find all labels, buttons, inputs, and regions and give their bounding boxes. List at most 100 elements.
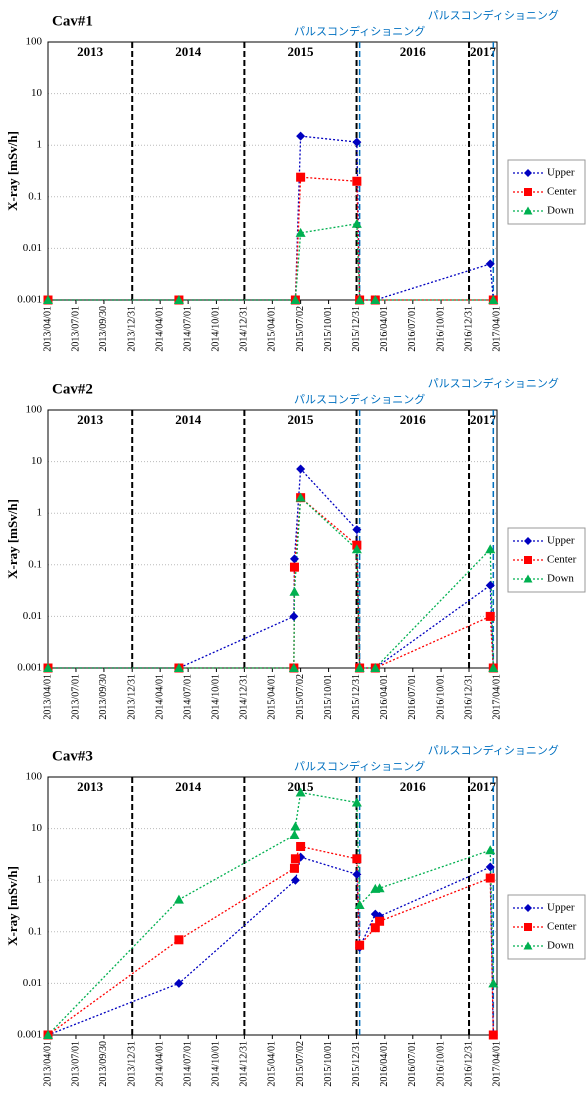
legend-label: Upper bbox=[547, 535, 575, 547]
year-label: 2015 bbox=[287, 412, 314, 427]
x-tick-label: 2016/07/01 bbox=[407, 1041, 418, 1087]
y-tick-label: 0.1 bbox=[28, 925, 42, 937]
x-tick-label: 2014/04/01 bbox=[154, 306, 165, 352]
marker bbox=[43, 1030, 53, 1039]
chart-panel: Cav#3 X-ray [mSv/h] 0.001 0.01 0.1 1 10 100 2013… bbox=[5, 743, 586, 1087]
y-axis-label: X-ray [mSv/h] bbox=[5, 866, 20, 946]
x-tick-label: 2016/04/01 bbox=[379, 306, 390, 352]
legend-marker bbox=[524, 556, 532, 564]
year-label: 2016 bbox=[400, 779, 427, 794]
marker bbox=[370, 923, 380, 933]
y-tick-label: 10 bbox=[31, 822, 43, 834]
y-tick-label: 0.1 bbox=[28, 558, 42, 570]
x-tick-label: 2014/12/31 bbox=[239, 1041, 250, 1087]
y-axis-label: X-ray [mSv/h] bbox=[5, 499, 20, 579]
year-label: 2016 bbox=[400, 44, 427, 59]
marker bbox=[296, 841, 306, 851]
legend-marker bbox=[523, 941, 533, 950]
y-tick-label: 0.001 bbox=[17, 1029, 42, 1041]
x-tick-label: 2013/12/31 bbox=[127, 674, 138, 720]
legend-box bbox=[507, 527, 586, 593]
x-tick-label: 2014/10/01 bbox=[211, 674, 222, 720]
marker bbox=[485, 580, 495, 590]
x-tick-label: 2015/04/01 bbox=[267, 674, 278, 720]
y-tick-label: 100 bbox=[26, 404, 43, 416]
chart-title: Cav#2 bbox=[52, 381, 93, 397]
year-label: 2016 bbox=[400, 412, 427, 427]
x-tick-label: 2016/07/01 bbox=[407, 674, 418, 720]
x-tick-label: 2017/04/01 bbox=[491, 674, 502, 720]
year-label: 2015 bbox=[287, 44, 314, 59]
x-tick-label: 2016/10/01 bbox=[435, 306, 446, 352]
series-line bbox=[47, 856, 494, 1036]
chart-panel: Cav#1 X-ray [mSv/h] 0.001 0.01 0.1 1 10 100 2013… bbox=[5, 8, 586, 352]
marker bbox=[174, 935, 184, 945]
marker bbox=[173, 663, 184, 672]
marker bbox=[352, 854, 362, 864]
x-tick-label: 2014/07/01 bbox=[182, 306, 193, 352]
legend-label: Down bbox=[547, 940, 574, 952]
x-tick-label: 2013/04/01 bbox=[42, 1041, 53, 1087]
series-line bbox=[47, 845, 494, 1036]
x-tick-label: 2015/07/02 bbox=[295, 1041, 306, 1087]
marker bbox=[290, 821, 301, 831]
annotation: パルスコンディショニング bbox=[428, 743, 559, 757]
year-label: 2013 bbox=[77, 44, 104, 59]
year-label: 2014 bbox=[175, 44, 202, 59]
annotation: パルスコンディショニング bbox=[294, 759, 425, 773]
marker bbox=[295, 227, 306, 237]
x-tick-label: 2014/07/01 bbox=[182, 1041, 193, 1087]
marker bbox=[289, 586, 300, 596]
x-tick-label: 2015/10/01 bbox=[323, 306, 334, 352]
legend-label: Center bbox=[547, 921, 577, 933]
legend-marker bbox=[523, 574, 533, 583]
marker bbox=[351, 544, 362, 554]
marker bbox=[174, 978, 184, 988]
marker bbox=[488, 295, 499, 304]
x-tick-label: 2013/09/30 bbox=[98, 1041, 109, 1087]
annotation: パルスコンディショニング bbox=[428, 8, 559, 22]
marker bbox=[370, 663, 381, 672]
legend-label: Down bbox=[547, 205, 574, 217]
legend-marker bbox=[524, 904, 532, 912]
legend-marker bbox=[523, 206, 533, 215]
chart-panel: Cav#2 X-ray [mSv/h] 0.001 0.01 0.1 1 10 100 2013… bbox=[5, 376, 586, 720]
y-tick-label: 0.001 bbox=[17, 294, 42, 306]
y-tick-label: 100 bbox=[26, 36, 43, 48]
y-tick-label: 1 bbox=[37, 507, 43, 519]
marker bbox=[485, 259, 495, 269]
y-tick-label: 100 bbox=[26, 771, 43, 783]
legend-symbol bbox=[523, 941, 533, 950]
x-tick-label: 2016/04/01 bbox=[379, 674, 390, 720]
marker bbox=[351, 218, 362, 228]
marker bbox=[289, 863, 299, 873]
marker bbox=[290, 295, 301, 304]
x-tick-label: 2014/12/31 bbox=[239, 674, 250, 720]
x-tick-label: 2016/10/01 bbox=[435, 674, 446, 720]
x-tick-label: 2013/12/31 bbox=[127, 1041, 138, 1087]
marker bbox=[352, 137, 362, 147]
year-label: 2013 bbox=[77, 779, 104, 794]
y-tick-label: 0.1 bbox=[28, 190, 42, 202]
legend-symbol bbox=[524, 188, 532, 196]
marker bbox=[488, 663, 499, 672]
y-tick-label: 1 bbox=[37, 874, 43, 886]
y-tick-label: 0.01 bbox=[23, 242, 42, 254]
legend-marker bbox=[524, 923, 532, 931]
legend-symbol bbox=[524, 556, 532, 564]
marker bbox=[290, 875, 300, 885]
marker bbox=[295, 492, 306, 502]
marker bbox=[485, 544, 496, 554]
y-tick-label: 1 bbox=[37, 139, 43, 151]
year-label: 2014 bbox=[175, 412, 202, 427]
marker bbox=[352, 176, 362, 186]
marker bbox=[375, 916, 385, 926]
x-tick-label: 2016/12/31 bbox=[463, 674, 474, 720]
y-tick-label: 10 bbox=[31, 455, 43, 467]
x-tick-label: 2015/12/31 bbox=[351, 306, 362, 352]
marker bbox=[488, 1030, 498, 1040]
marker bbox=[296, 131, 306, 141]
legend-label: Center bbox=[547, 186, 577, 198]
x-tick-label: 2013/12/31 bbox=[127, 306, 138, 352]
